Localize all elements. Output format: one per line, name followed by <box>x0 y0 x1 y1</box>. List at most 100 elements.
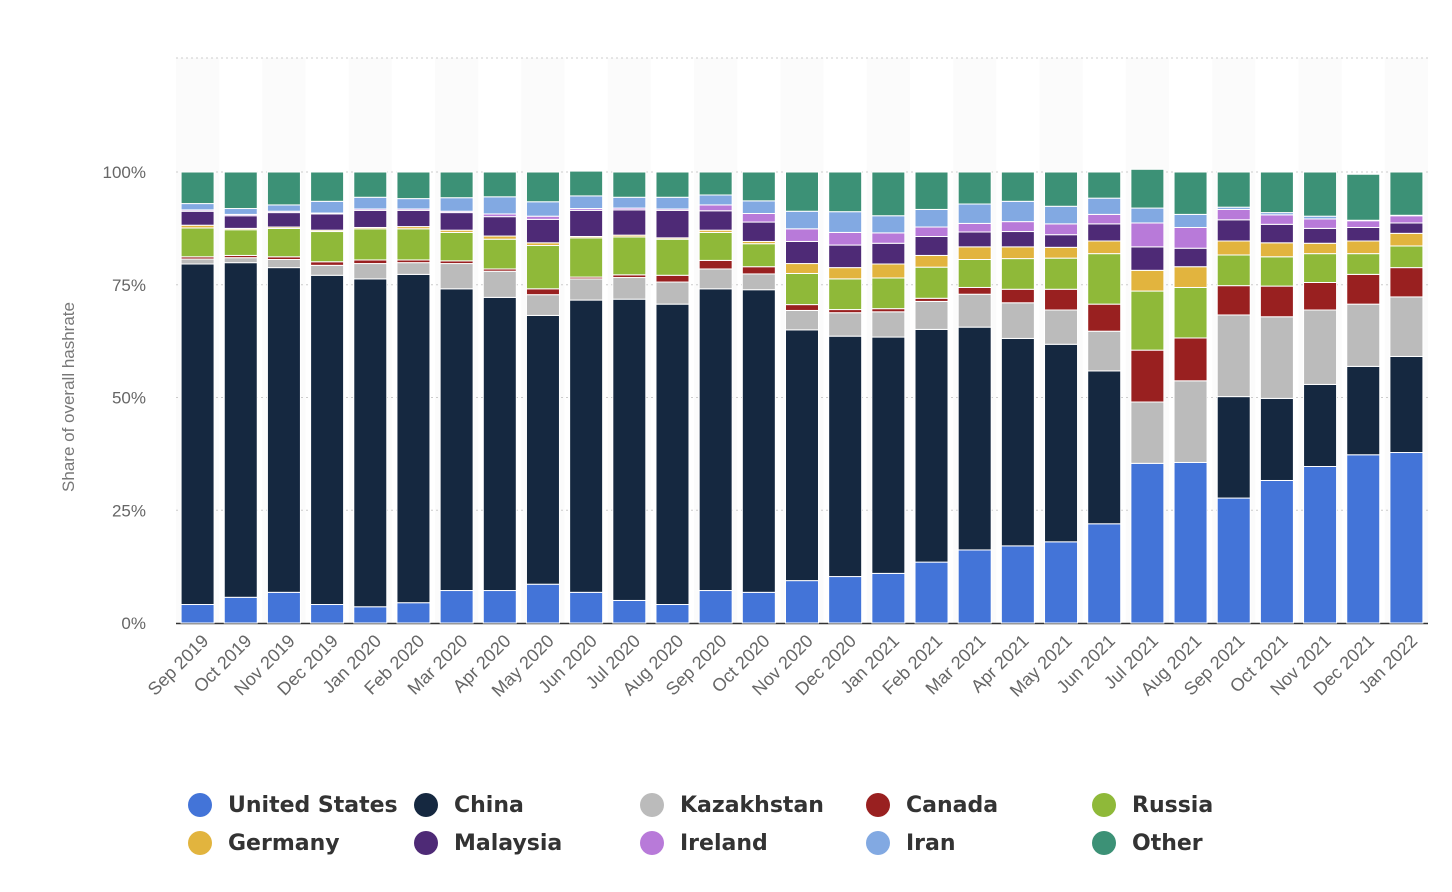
bar-segment <box>741 266 776 275</box>
legend-item[interactable]: China <box>414 790 524 820</box>
bar-segment <box>655 238 690 276</box>
bar-segment <box>1346 253 1381 275</box>
legend-item[interactable]: Canada <box>866 790 998 820</box>
legend-item[interactable]: Russia <box>1092 790 1213 820</box>
bar-segment <box>1216 497 1251 624</box>
bar-segment <box>482 296 517 592</box>
bar-segment <box>1216 219 1251 242</box>
bar-segment <box>1303 218 1338 229</box>
bar-segment <box>698 590 733 624</box>
bar-segment <box>655 281 690 305</box>
bar-segment <box>1044 257 1079 290</box>
legend-label: Canada <box>906 792 999 818</box>
bar-segment <box>1389 232 1424 247</box>
bar-segment <box>1087 303 1122 332</box>
bar-segment <box>1303 466 1338 624</box>
bar-segment <box>482 196 517 215</box>
bar-segment <box>741 591 776 624</box>
bar-segment <box>914 266 949 299</box>
bar-segment <box>569 237 604 278</box>
bar-segment <box>871 311 906 338</box>
bar-segment <box>439 197 474 212</box>
bar-segment <box>612 298 647 601</box>
legend-item[interactable]: United States <box>188 790 398 820</box>
legend-swatch <box>640 831 664 855</box>
bar-segment <box>1346 220 1381 228</box>
bar-segment <box>482 216 517 237</box>
legend-item[interactable]: Iran <box>866 828 956 858</box>
bar-segment <box>223 171 258 210</box>
bar-segment <box>180 263 215 606</box>
y-axis-ticks: 0% 25% 50% 75% 100% <box>103 163 146 633</box>
legend-item[interactable]: Germany <box>188 828 340 858</box>
bar-segment <box>180 258 215 265</box>
bar-segment <box>1000 545 1035 624</box>
bar-segment <box>828 335 863 578</box>
legend-swatch <box>640 793 664 817</box>
bar-segment <box>1216 208 1251 221</box>
bar-segment <box>1044 288 1079 311</box>
bar-segment <box>525 314 560 585</box>
bar-segment <box>353 606 388 624</box>
bar-segment <box>828 576 863 624</box>
bar-segment <box>1173 213 1208 228</box>
bar-segment <box>871 572 906 624</box>
bar-segment <box>310 264 345 276</box>
bar-segment <box>612 277 647 300</box>
bar-segment <box>1173 171 1208 215</box>
bar-segment <box>525 218 560 244</box>
bar-segment <box>698 204 733 212</box>
bar-segment <box>1087 223 1122 242</box>
legend-item[interactable]: Kazakhstan <box>640 790 824 820</box>
bar-segment <box>871 263 906 279</box>
bar-segment <box>1044 223 1079 236</box>
bar-segment <box>785 228 819 242</box>
bar-segment <box>785 210 819 230</box>
bar-segment <box>1389 355 1424 454</box>
bar-segment <box>396 273 431 604</box>
bar-segment <box>698 268 733 290</box>
bar-segment <box>439 263 474 290</box>
bar-segment <box>957 258 992 288</box>
bar-segment <box>1259 316 1294 399</box>
bar-segment <box>785 171 819 212</box>
legend-label: Russia <box>1132 792 1214 818</box>
bar-segment <box>223 596 258 624</box>
bar-segment <box>1259 223 1294 244</box>
legend-swatch <box>414 793 438 817</box>
bar-segment <box>310 261 345 266</box>
bar-segment <box>569 195 604 210</box>
bar-segment <box>439 212 474 231</box>
legend-swatch <box>1092 831 1116 855</box>
bar-segment <box>1087 523 1122 624</box>
bar-segment <box>1130 290 1165 351</box>
bar-segment <box>785 272 819 306</box>
bar-segment <box>1259 242 1294 258</box>
legend-item[interactable]: Malaysia <box>414 828 562 858</box>
bar-segment <box>1173 266 1208 288</box>
bar-segment <box>482 171 517 198</box>
bar-segment <box>1130 207 1165 224</box>
bar-segment <box>223 257 258 264</box>
legend-item[interactable]: Other <box>1092 828 1203 858</box>
bar-segment <box>569 209 604 237</box>
legend-label: Other <box>1132 830 1203 856</box>
legend-item[interactable]: Ireland <box>640 828 768 858</box>
bar-segment <box>1346 454 1381 624</box>
bar-segment <box>525 294 560 316</box>
bar-segment <box>180 171 215 205</box>
bar-segment <box>439 171 474 199</box>
bar-segment <box>525 288 560 296</box>
bar-segment <box>1259 479 1294 624</box>
bar-segment <box>1216 171 1251 208</box>
bar-segment <box>1303 227 1338 244</box>
bar-segment <box>1173 461 1208 624</box>
bar-segment <box>655 303 690 606</box>
bar-segment <box>1130 246 1165 271</box>
bar-segment <box>266 212 301 228</box>
bar-segment <box>1000 171 1035 202</box>
bar-segment <box>266 204 301 212</box>
bar-segment <box>741 171 776 202</box>
bar-segment <box>741 221 776 242</box>
bar-segment <box>482 238 517 270</box>
